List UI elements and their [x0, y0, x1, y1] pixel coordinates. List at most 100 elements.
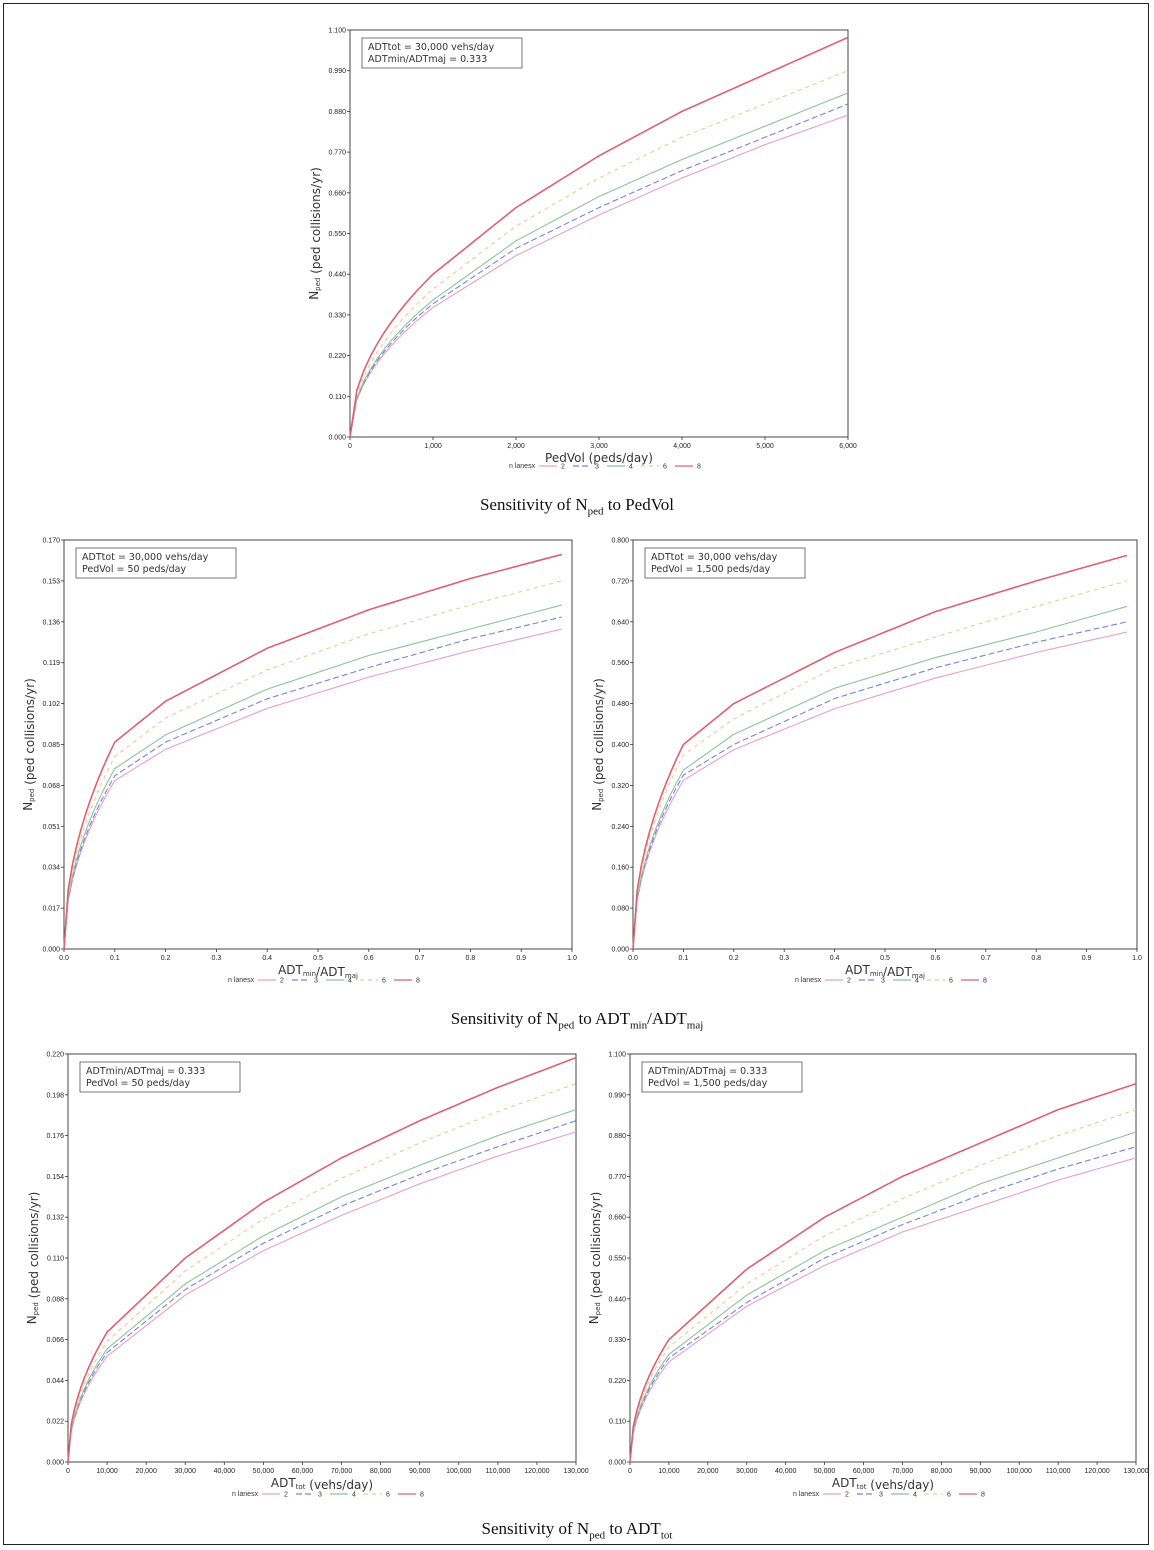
y-tick-label: 0.480 — [611, 701, 629, 708]
y-tick-label: 0.880 — [608, 1133, 626, 1140]
series-line-8 — [632, 554, 1128, 950]
y-tick-label: 0.085 — [42, 742, 60, 749]
y-tick-label: 0.000 — [608, 1460, 626, 1467]
y-tick-label: 1.100 — [608, 1052, 626, 1059]
x-tick-label: 1.0 — [567, 955, 577, 962]
legend-label: 6 — [382, 978, 386, 985]
legend-label: 2 — [561, 464, 565, 471]
y-tick-label: 0.400 — [611, 742, 629, 749]
y-tick-label: 0.990 — [328, 68, 346, 75]
x-tick-label: 0.8 — [466, 955, 476, 962]
y-tick-label: 0.560 — [611, 660, 629, 667]
plot-frame — [67, 1053, 577, 1463]
legend-label: 8 — [416, 978, 420, 985]
caption-sub: min — [630, 1019, 648, 1032]
info-line: ADTmin/ADTmaj = 0.333 — [648, 1066, 767, 1077]
info-box-frame — [79, 1061, 241, 1093]
series-line-4 — [67, 1109, 577, 1463]
legend: n lanesx 2 3 4 6 8 — [232, 1491, 424, 1499]
x-tick-label: 0.5 — [880, 955, 890, 962]
x-tick-label: 110,000 — [1046, 1468, 1071, 1475]
legend-title: n lanesx — [228, 977, 255, 984]
x-tick-label: 6,000 — [839, 443, 857, 450]
legend-title: n lanesx — [795, 977, 822, 984]
caption-text: /ADT — [647, 1009, 687, 1028]
legend-label: 6 — [663, 464, 667, 471]
x-tick-label: 130,000 — [1123, 1468, 1148, 1475]
y-tick-label: 0.660 — [608, 1215, 626, 1222]
legend-label: 2 — [847, 978, 851, 985]
series-line-3 — [632, 621, 1128, 950]
chart-pedvol: 0.000 0.110 0.220 0.330 0.440 0.550 0.660 0.770… — [307, 28, 857, 471]
x-tick-label: 0.4 — [262, 955, 272, 962]
info-line: ADTmin/ADTmaj = 0.333 — [86, 1066, 205, 1077]
legend-label: 4 — [352, 1492, 356, 1499]
x-tick-label: 120,000 — [524, 1468, 549, 1475]
x-tick-label: 4,000 — [673, 443, 691, 450]
caption-ratio: Sensitivity of Nped to ADTmin/ADTmaj — [0, 1009, 1154, 1031]
y-tick-label: 0.640 — [611, 619, 629, 626]
y-tick-label: 0.220 — [328, 353, 346, 360]
y-tick-label: 0.000 — [611, 947, 629, 954]
y-tick-label: 0.770 — [328, 150, 346, 157]
legend-label: 6 — [386, 1492, 390, 1499]
legend: n lanesx 2 3 4 6 8 — [509, 463, 701, 471]
caption-sub: ped — [558, 1019, 575, 1032]
x-tick-label: 0.3 — [779, 955, 789, 962]
y-tick-label: 0.198 — [46, 1092, 64, 1099]
y-tick-label: 0.110 — [329, 394, 346, 401]
caption-pedvol: Sensitivity of Nped to PedVol — [0, 495, 1154, 517]
y-tick-label: 0.022 — [46, 1419, 64, 1426]
legend-label: 3 — [595, 464, 599, 471]
y-tick-label: 0.154 — [46, 1174, 64, 1181]
series-line-8 — [629, 1082, 1137, 1463]
legend-label: 8 — [420, 1492, 424, 1499]
x-tick-label: 0.0 — [628, 955, 638, 962]
series-line-4 — [629, 1131, 1137, 1463]
series-line-6 — [629, 1109, 1137, 1463]
legend-label: 8 — [983, 978, 987, 985]
x-tick-label: 0.5 — [313, 955, 323, 962]
y-tick-label: 0.000 — [328, 435, 346, 442]
y-tick-label: 0.990 — [608, 1092, 626, 1099]
y-tick-label: 0.660 — [328, 190, 346, 197]
series-line-3 — [349, 103, 849, 438]
x-tick-label: 0 — [628, 1468, 632, 1475]
axis-title: ADTtot (vehs/day) — [832, 1476, 934, 1492]
axis-title: ADTmin/ADTmaj — [278, 963, 358, 980]
series-line-2 — [629, 1157, 1137, 1463]
caption-text: Sensitivity of N — [481, 1519, 590, 1538]
x-tick-label: 0.9 — [516, 955, 526, 962]
series-line-2 — [349, 114, 849, 438]
x-tick-label: 5,000 — [756, 443, 774, 450]
y-tick-label: 0.000 — [46, 1460, 64, 1467]
y-tick-label: 0.051 — [42, 824, 60, 831]
caption-sub: maj — [686, 1019, 704, 1032]
caption-adt: Sensitivity of Nped to ADTtot — [0, 1519, 1154, 1541]
info-line: ADTtot = 30,000 vehs/day — [368, 42, 495, 53]
y-tick-label: 0.160 — [611, 865, 629, 872]
y-tick-label: 0.088 — [46, 1296, 64, 1303]
caption-text: to ADT — [605, 1519, 661, 1538]
y-tick-label: 0.000 — [42, 947, 60, 954]
series-line-4 — [349, 92, 849, 438]
series-line-3 — [63, 616, 562, 950]
legend: n lanesx 2 3 4 6 8 — [228, 977, 420, 985]
x-tick-label: 100,000 — [446, 1468, 471, 1475]
legend-label: 2 — [284, 1492, 288, 1499]
caption-sub: ped — [589, 1529, 606, 1542]
x-tick-label: 0.4 — [830, 955, 840, 962]
y-tick-label: 0.017 — [42, 906, 60, 913]
x-tick-label: 0.1 — [110, 955, 120, 962]
x-tick-label: 0.0 — [59, 955, 69, 962]
plot-frame — [63, 539, 573, 950]
x-tick-label: 30,000 — [736, 1468, 758, 1475]
series-line-2 — [63, 628, 562, 950]
legend-label: 8 — [981, 1492, 985, 1499]
legend-label: 6 — [947, 1492, 951, 1499]
axis-title: Nped (ped collisions/yr) — [25, 1192, 41, 1325]
series-line-6 — [349, 70, 849, 438]
y-tick-label: 0.176 — [46, 1133, 64, 1140]
